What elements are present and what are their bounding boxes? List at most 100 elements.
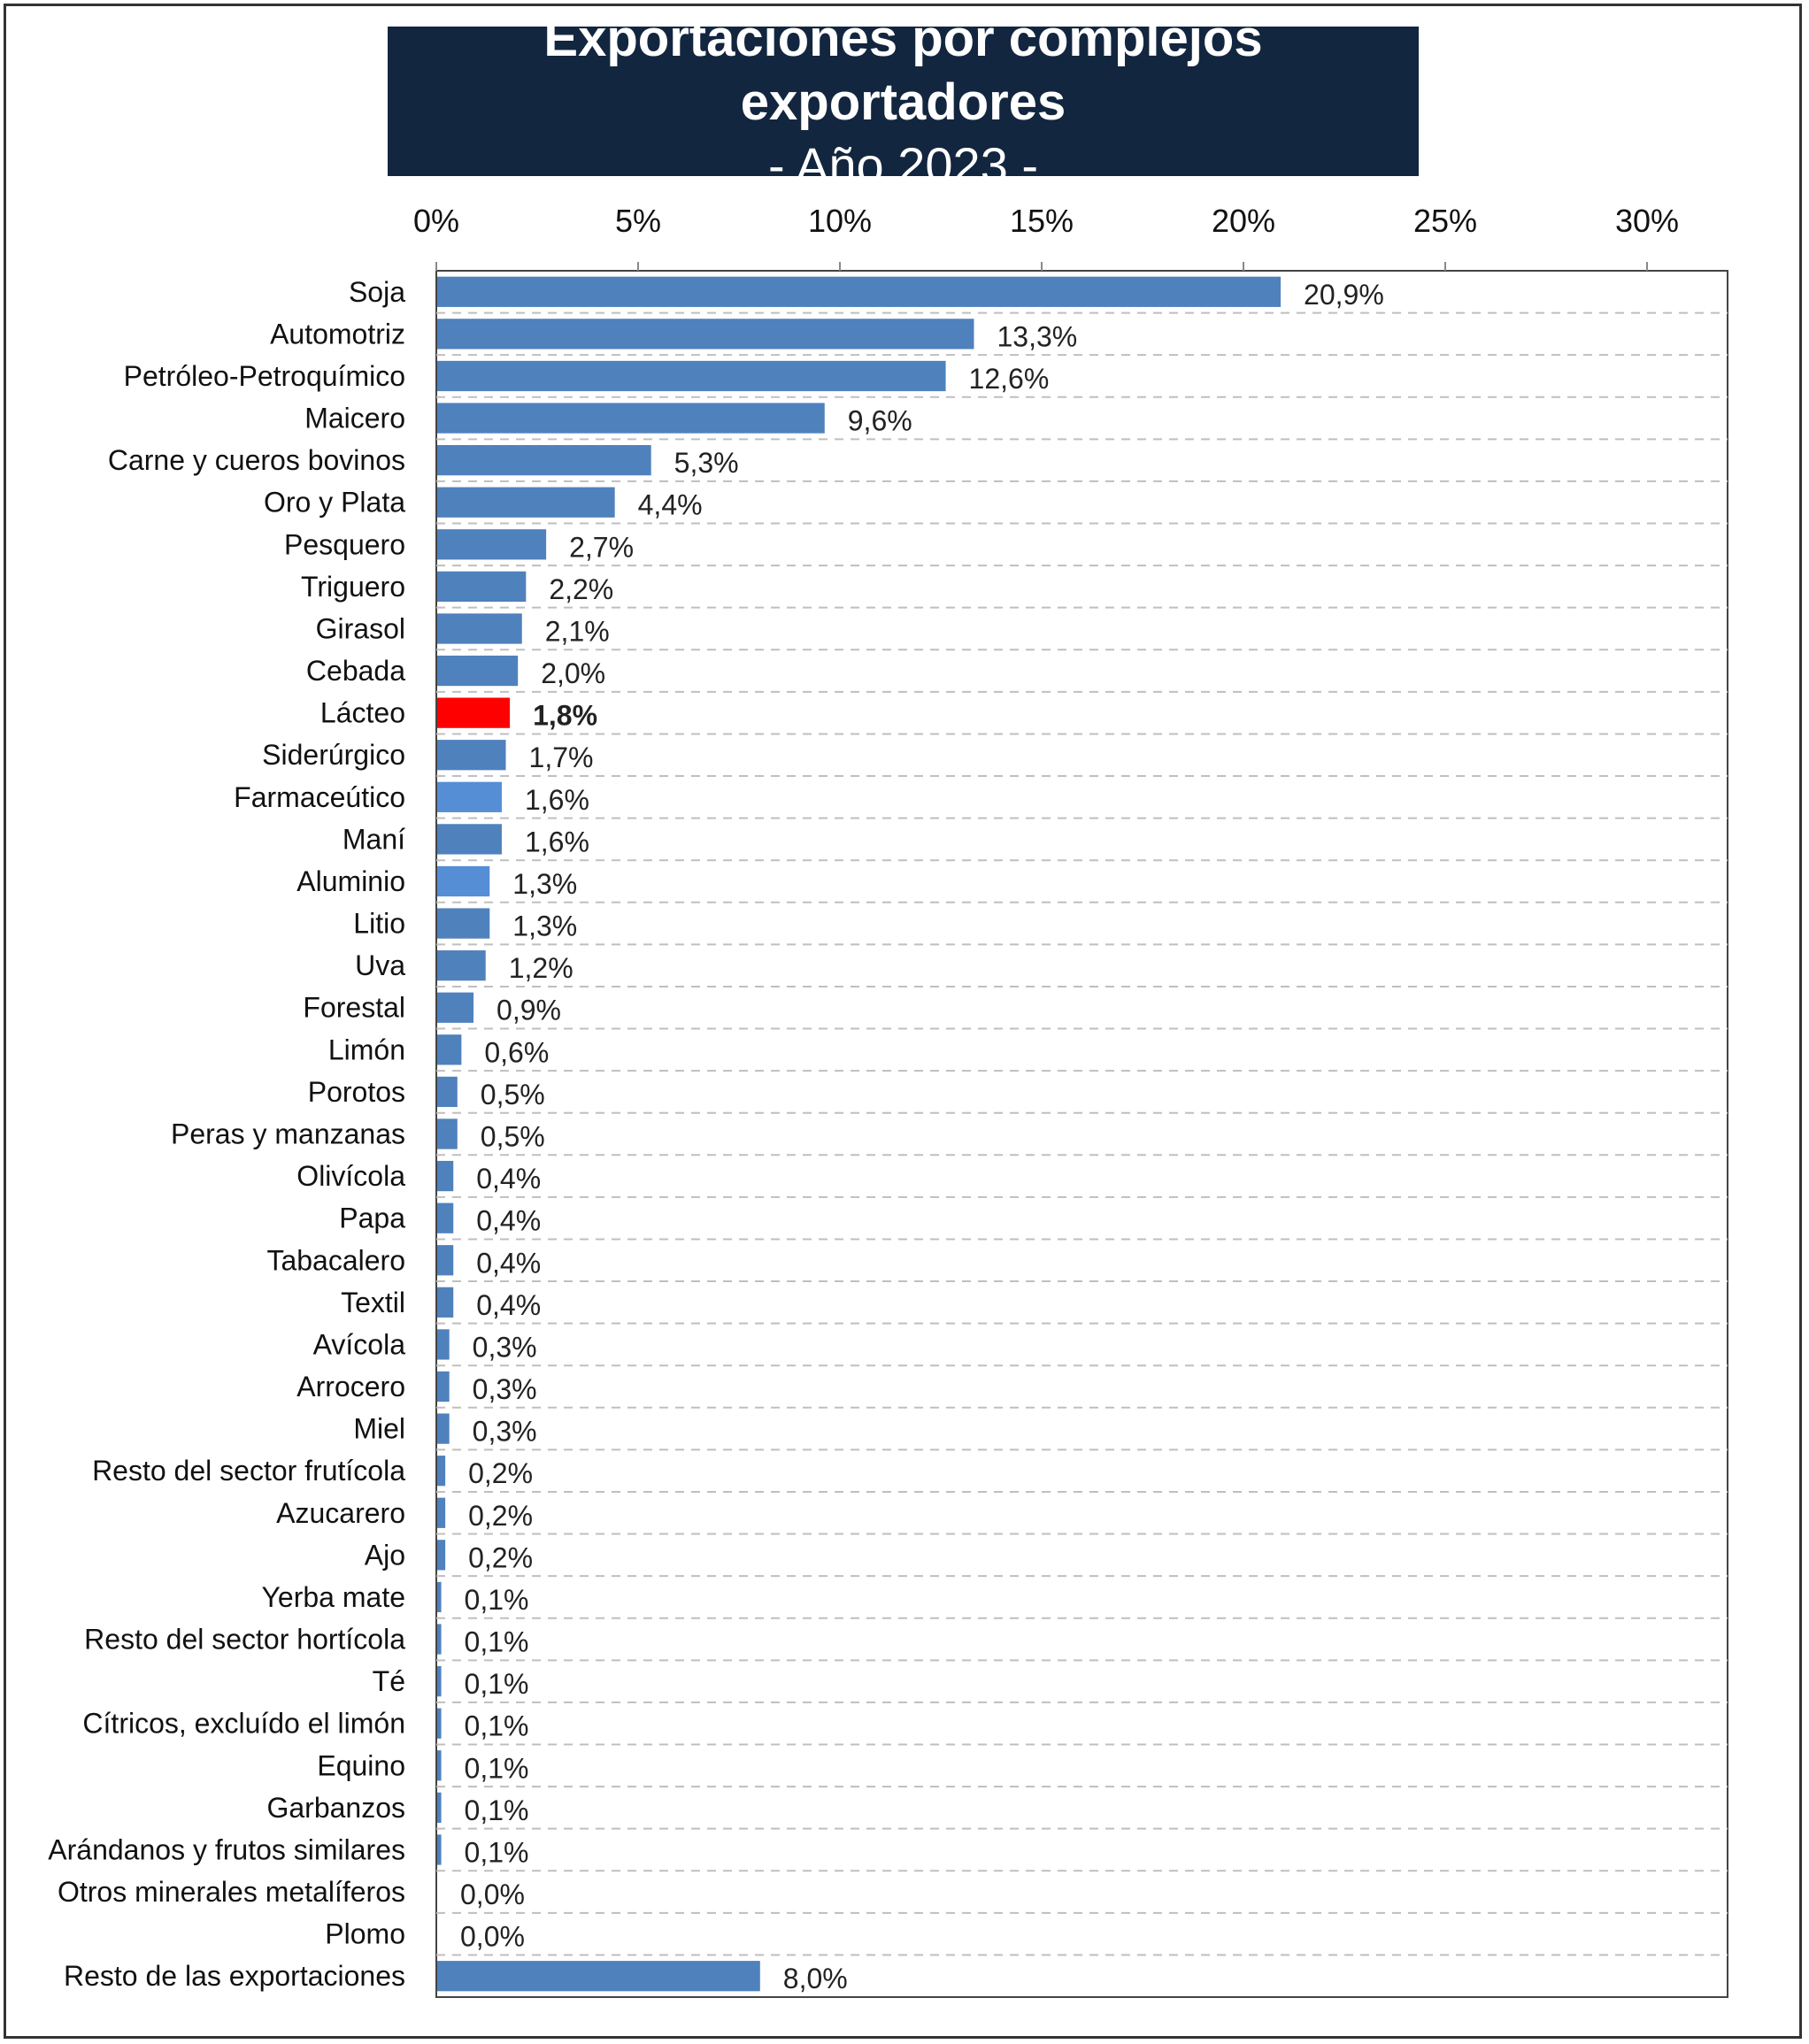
category-label: Resto del sector hortícola bbox=[84, 1624, 405, 1656]
category-label: Siderúrgico bbox=[262, 739, 405, 771]
value-label: 2,1% bbox=[545, 615, 610, 647]
category-label: Soja bbox=[349, 276, 405, 308]
bar bbox=[437, 403, 825, 434]
category-label: Plomo bbox=[325, 1918, 405, 1950]
bar bbox=[437, 445, 651, 476]
category-label: Tabacalero bbox=[266, 1244, 405, 1276]
category-label: Aluminio bbox=[296, 865, 405, 897]
category-label: Cebada bbox=[306, 655, 405, 687]
bar bbox=[437, 1203, 454, 1233]
category-label: Automotriz bbox=[270, 318, 405, 350]
category-label: Miel bbox=[353, 1413, 405, 1445]
value-label: 1,2% bbox=[509, 952, 573, 984]
category-label: Yerba mate bbox=[262, 1581, 405, 1613]
category-label: Girasol bbox=[316, 612, 405, 644]
x-tick-label: 20% bbox=[1212, 203, 1275, 239]
category-label: Papa bbox=[339, 1203, 405, 1234]
value-label: 0,2% bbox=[468, 1500, 533, 1532]
category-label: Peras y manzanas bbox=[171, 1118, 405, 1150]
bar bbox=[437, 1961, 760, 1992]
value-label: 12,6% bbox=[969, 363, 1050, 395]
value-label: 0,0% bbox=[460, 1921, 525, 1953]
bar bbox=[437, 992, 474, 1023]
value-label: 1,6% bbox=[525, 784, 589, 816]
bar bbox=[437, 1708, 442, 1739]
value-label: 1,7% bbox=[529, 742, 594, 773]
bar bbox=[437, 697, 511, 728]
value-label: 0,1% bbox=[465, 1584, 529, 1616]
bar bbox=[437, 655, 519, 687]
category-label: Porotos bbox=[308, 1076, 405, 1108]
x-tick-label: 10% bbox=[808, 203, 872, 239]
title-box: Exportaciones por complejos exportadores… bbox=[388, 10, 1419, 193]
category-label: Cítricos, excluído el limón bbox=[82, 1708, 405, 1740]
value-label: 0,3% bbox=[473, 1373, 537, 1405]
value-label: 0,1% bbox=[465, 1668, 529, 1700]
bar bbox=[437, 1665, 442, 1697]
value-label: 0,0% bbox=[460, 1879, 525, 1910]
category-label: Olivícola bbox=[296, 1160, 405, 1192]
bar bbox=[437, 360, 946, 392]
category-label: Resto de las exportaciones bbox=[64, 1960, 405, 1992]
bar bbox=[437, 613, 522, 644]
category-label: Maicero bbox=[304, 403, 405, 434]
category-label: Té bbox=[373, 1665, 405, 1697]
bar bbox=[437, 1624, 442, 1655]
value-label: 1,6% bbox=[525, 826, 589, 857]
category-label: Uva bbox=[355, 949, 405, 981]
value-label: 0,1% bbox=[465, 1752, 529, 1784]
x-tick-label: 0% bbox=[413, 203, 459, 239]
category-label: Azucarero bbox=[276, 1497, 405, 1529]
value-label: 2,7% bbox=[569, 531, 634, 563]
value-label: 0,4% bbox=[476, 1289, 541, 1321]
value-label: 5,3% bbox=[674, 447, 739, 479]
category-label: Arrocero bbox=[296, 1371, 405, 1402]
category-label: Pesquero bbox=[284, 528, 405, 560]
value-label: 20,9% bbox=[1304, 279, 1384, 311]
value-label: 0,3% bbox=[473, 1416, 537, 1448]
bar bbox=[437, 1245, 454, 1276]
bar bbox=[437, 781, 502, 812]
bar bbox=[437, 1118, 458, 1149]
bar bbox=[437, 1456, 446, 1487]
category-label: Garbanzos bbox=[266, 1792, 405, 1824]
bar bbox=[437, 571, 527, 603]
value-label: 2,0% bbox=[541, 657, 605, 689]
chart-title: Exportaciones por complejos exportadores bbox=[543, 9, 1263, 131]
category-label: Equino bbox=[317, 1749, 405, 1781]
x-tick-label: 30% bbox=[1615, 203, 1679, 239]
x-tick-label: 5% bbox=[615, 203, 661, 239]
value-label: 0,3% bbox=[473, 1331, 537, 1363]
category-label: Ajo bbox=[365, 1539, 405, 1571]
value-label: 0,5% bbox=[481, 1079, 545, 1110]
bar bbox=[437, 529, 547, 560]
value-label: 0,2% bbox=[468, 1457, 533, 1489]
x-tick-label: 15% bbox=[1010, 203, 1074, 239]
bar bbox=[437, 1834, 442, 1865]
bar bbox=[437, 824, 502, 855]
bar bbox=[437, 1329, 450, 1360]
value-label: 0,4% bbox=[476, 1247, 541, 1279]
value-label: 0,1% bbox=[465, 1626, 529, 1658]
bar bbox=[437, 865, 490, 897]
value-label: 0,1% bbox=[465, 1710, 529, 1742]
value-label: 0,6% bbox=[484, 1036, 549, 1068]
category-label: Avícola bbox=[313, 1328, 406, 1360]
bar bbox=[437, 1792, 442, 1823]
bar bbox=[437, 1371, 450, 1402]
category-label: Farmaceútico bbox=[234, 781, 405, 813]
category-label: Forestal bbox=[303, 992, 405, 1024]
bar bbox=[437, 276, 1282, 307]
bar bbox=[437, 1076, 458, 1108]
category-label: Oro y Plata bbox=[264, 487, 405, 519]
value-label: 1,3% bbox=[512, 868, 577, 900]
bar bbox=[437, 319, 974, 350]
value-label: 0,4% bbox=[476, 1163, 541, 1195]
category-label: Maní bbox=[343, 823, 405, 855]
category-label: Otros minerales metalíferos bbox=[58, 1876, 405, 1908]
bar bbox=[437, 487, 615, 518]
bar bbox=[437, 1160, 454, 1192]
bar bbox=[437, 1497, 446, 1528]
category-label: Triguero bbox=[301, 571, 405, 603]
